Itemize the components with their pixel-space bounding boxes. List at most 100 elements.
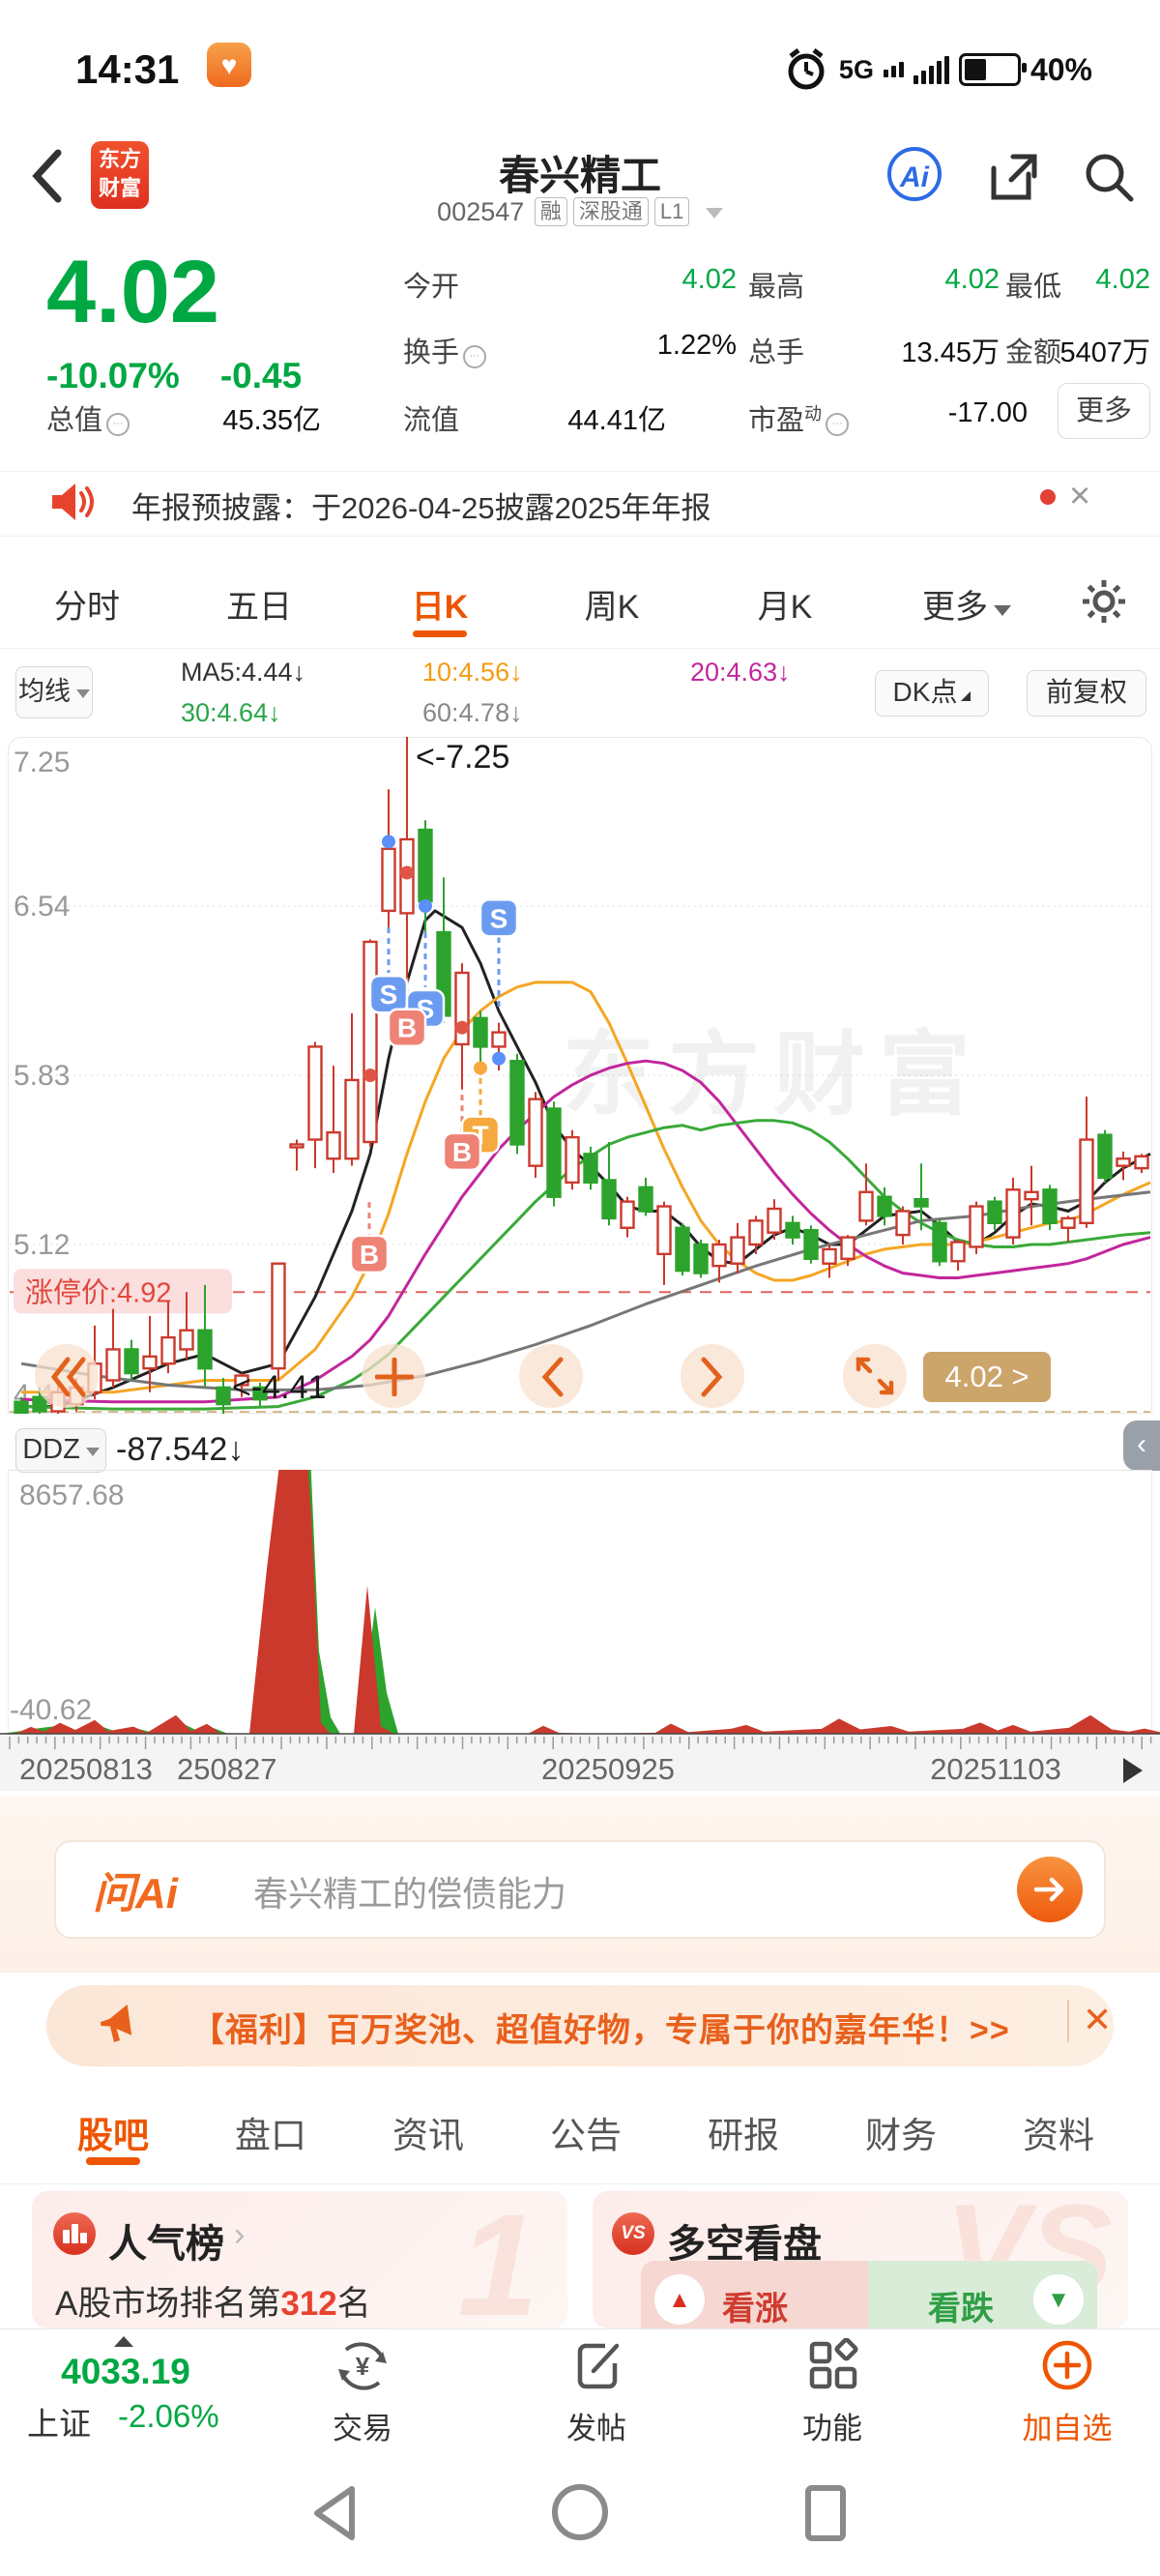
dk-point-button[interactable]: DK点 [875,670,989,717]
ask-ai-placeholder[interactable]: 春兴精工的偿债能力 [253,1874,567,1914]
news-text[interactable]: 年报预披露：于2026-04-25披露2025年年报 [131,491,711,525]
fullscreen-button[interactable] [843,1344,907,1408]
tab-zixun[interactable]: 资讯 [392,2116,464,2155]
candle [271,1262,286,1381]
ddz-indicator-chart[interactable] [0,1470,1160,1736]
candle [546,1101,562,1207]
tab-weekly-k[interactable]: 周K [584,589,640,626]
ma20-value: 20:4.63↓ [690,658,791,687]
field-pe-label: 市盈动 ··· [748,397,850,438]
ma-selector-button[interactable]: 均线 [15,666,93,718]
svg-text:S: S [380,980,398,1010]
indicator-selector-button[interactable]: DDZ [15,1428,106,1473]
bullish-button[interactable]: ▲ 看涨 [641,2261,868,2340]
android-back-button[interactable] [311,2485,358,2541]
promo-text: 【福利】百万奖池、超值好物，专属于你的嘉年华！>> [191,2012,1010,2049]
search-icon[interactable] [1081,149,1137,205]
nav-add-watchlist[interactable]: 加自选 [1022,2412,1113,2445]
jump-to-latest-badge[interactable]: 4.02 > [923,1352,1051,1402]
chevron-right-icon [701,1357,723,1397]
tab-ziliao[interactable]: 资料 [1023,2116,1094,2155]
tab-daily-k[interactable]: 日K [411,589,469,626]
candle [142,1315,158,1392]
battery-icon [958,53,1027,86]
news-close-icon[interactable]: × [1069,476,1091,516]
y-axis-tick: 6.54 [14,891,70,922]
tab-minute[interactable]: 分时 [54,589,120,626]
promo-banner[interactable] [46,1985,1114,2066]
candle [528,1092,543,1178]
tab-more-periods[interactable]: 更多 [922,580,1011,628]
nav-trade[interactable]: 交易 [333,2412,392,2445]
scroll-right-arrow[interactable] [1123,1758,1143,1783]
gear-icon[interactable] [1079,576,1129,627]
candle [1116,1151,1131,1181]
ddz-min-label: -40.62 [10,1694,93,1726]
field-volume-value: 13.45万 [901,337,1000,368]
candle [638,1177,653,1216]
tab-5day[interactable]: 五日 [226,589,292,626]
ask-ai-logo: 问Ai [93,1870,178,1917]
high-price-note: <-7.25 [416,739,509,776]
index-value[interactable]: 4033.19 [61,2352,190,2391]
popularity-rank-card[interactable]: 1 [32,2191,567,2328]
bearish-button[interactable]: 看跌 ▼ [868,2261,1097,2340]
battery-percent: 40% [1030,51,1092,87]
network-5g-label: 5G [838,54,874,84]
promo-close-icon[interactable]: ✕ [1083,2000,1113,2039]
chevron-down-icon[interactable] [705,208,723,219]
field-low-label: 最低 [1005,272,1062,303]
tag-l1: L1 [653,197,690,226]
tab-pankou[interactable]: 盘口 [235,2116,306,2155]
tag-margin: 融 [534,197,567,226]
candle [1042,1185,1058,1231]
post-icon[interactable] [570,2338,624,2392]
step-right-button[interactable] [681,1344,744,1408]
more-fields-button[interactable]: 更多 [1058,383,1150,439]
speaker-icon [52,483,94,520]
android-recents-button[interactable] [804,2485,847,2541]
candle [1134,1154,1149,1174]
status-icons: 5G 40% [783,46,1092,93]
index-row[interactable]: 上证 -2.06% [27,2398,219,2444]
heart-app-icon: ♥ [207,43,251,87]
candle [1024,1165,1039,1226]
ma20-line [20,1059,1151,1404]
candle [601,1142,617,1226]
share-icon[interactable] [986,151,1042,205]
signal-dot [474,1061,487,1075]
candle [785,1215,800,1244]
ask-ai-search-box[interactable] [54,1840,1106,1939]
candlestick-chart[interactable]: 东方财富涨停价:4.927.256.545.835.124.41SSBSTBB<… [0,737,1160,1414]
signal-dot [382,834,395,849]
forward-adjusted-button[interactable]: 前复权 [1027,670,1146,717]
y-axis-tick: 7.25 [14,746,70,778]
step-left-button[interactable] [519,1344,583,1408]
eastmoney-logo[interactable]: 东方 财富 [91,141,149,209]
candle [803,1225,819,1264]
nav-post[interactable]: 发帖 [566,2412,626,2445]
news-bar[interactable] [0,471,1160,537]
collapse-panel-button[interactable]: ‹ [1123,1420,1160,1471]
android-home-button[interactable] [551,2483,609,2541]
arrow-right-icon [1033,1877,1064,1902]
trade-icon[interactable]: ¥ [334,2338,391,2394]
limit-up-label-bg [14,1269,232,1314]
features-icon[interactable] [806,2338,860,2392]
candle [473,1010,488,1064]
tab-guba[interactable]: 股吧 [77,2116,149,2155]
marker-s-badge: S [478,898,519,938]
field-volume-label: 总手 [748,337,805,368]
tab-yanbao[interactable]: 研报 [708,2116,779,2155]
tab-caiwu[interactable]: 财务 [865,2116,937,2155]
add-watchlist-icon[interactable] [1040,2338,1094,2392]
price-change-row: -10.07% -0.45 [46,356,302,396]
indicator-current-value: -87.542↓ [116,1431,245,1468]
tab-monthly-k[interactable]: 月K [757,589,813,626]
ai-assistant-button[interactable]: Ai [887,147,942,201]
scroll-left-fast-button[interactable] [35,1344,99,1408]
nav-features[interactable]: 功能 [802,2412,862,2445]
tab-gonggao[interactable]: 公告 [550,2116,622,2155]
back-button[interactable] [27,147,66,205]
index-name: 上证 [27,2406,91,2442]
